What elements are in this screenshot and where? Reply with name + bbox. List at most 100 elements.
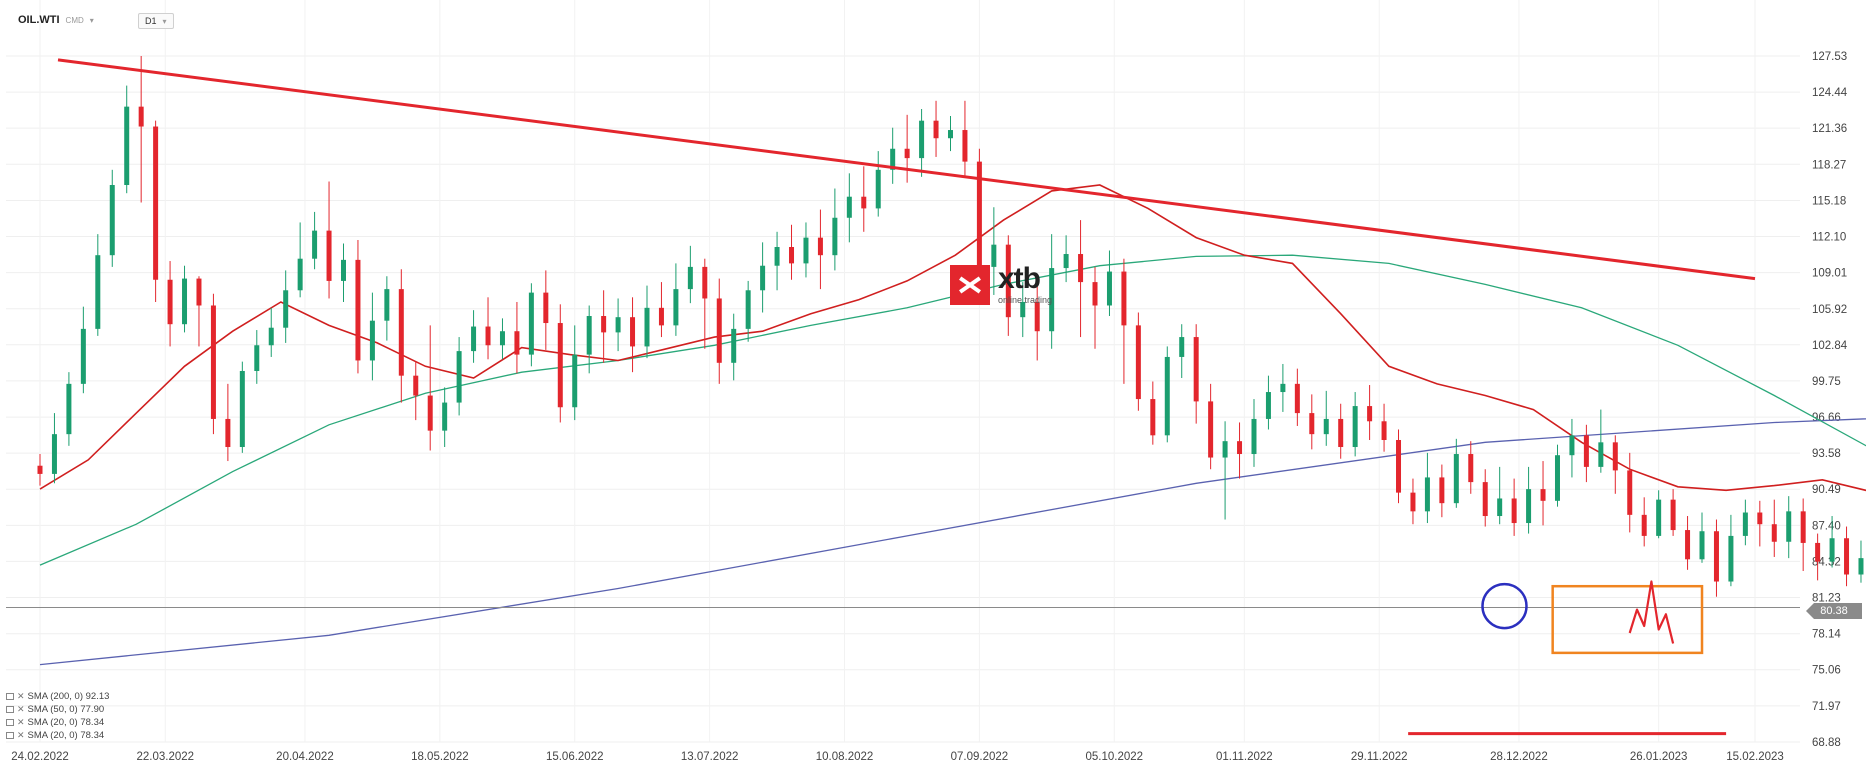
candle-body [529,293,534,355]
candle-body [832,218,837,255]
candle-body [962,130,967,162]
remove-icon[interactable]: ✕ [17,717,25,728]
symbol-label[interactable]: OIL.WTI [18,14,60,26]
legend-item[interactable]: ✕SMA (200, 0) 92.13 [6,690,109,703]
y-axis: 127.53124.44121.36118.27115.18112.10109.… [1812,51,1848,749]
legend-item[interactable]: ✕SMA (20, 0) 78.34 [6,716,109,729]
candle-body [746,290,751,329]
candle-body [688,267,693,289]
legend-item[interactable]: ✕SMA (20, 0) 78.34 [6,729,109,742]
legend-label: SMA (200, 0) [28,691,83,702]
candle-body [1757,513,1762,525]
x-tick-label: 05.10.2022 [1086,751,1144,763]
x-tick-label: 10.08.2022 [816,751,874,763]
highlight-circle [1482,584,1526,628]
candle-body [182,279,187,325]
y-tick-label: 90.49 [1812,484,1841,496]
candle-body [731,329,736,363]
candle-body [1526,489,1531,523]
remove-icon[interactable]: ✕ [17,704,25,715]
candle-body [1136,325,1141,399]
drawings [6,60,1800,734]
legend-value: 92.13 [86,691,110,702]
symbol-dropdown-icon[interactable]: ▾ [90,16,94,25]
current-price-tag: 80.38 [1806,603,1862,619]
candle-body [659,308,664,326]
candle-body [919,121,924,158]
y-tick-label: 75.06 [1812,665,1841,677]
x-tick-label: 28.12.2022 [1490,751,1548,763]
candle-body [601,316,606,332]
x-tick-label: 20.04.2022 [276,751,334,763]
legend-value: 77.90 [80,704,104,715]
y-tick-label: 105.92 [1812,304,1847,316]
visibility-icon[interactable] [6,719,14,726]
x-tick-label: 29.11.2022 [1351,751,1408,763]
candle-body [95,255,100,329]
timeframe-select[interactable]: D1▾ [138,13,174,29]
candle-body [153,127,158,280]
candle-body [572,355,577,408]
y-tick-label: 81.23 [1812,593,1841,605]
legend-item[interactable]: ✕SMA (50, 0) 77.90 [6,703,109,716]
candle-body [66,384,71,434]
candle-body [312,231,317,259]
candle-body [81,329,86,384]
candle-body [789,247,794,263]
candle-body [283,290,288,327]
y-tick-label: 118.27 [1812,159,1846,171]
candle-body [673,289,678,325]
candle-body [514,331,519,354]
candle-body [1772,524,1777,542]
candle-body [1714,531,1719,581]
candle-body [124,107,129,185]
sma-200-line [40,394,1866,664]
chart-grid [6,0,1800,742]
remove-icon[interactable]: ✕ [17,730,25,741]
candle-body [139,107,144,127]
candle-body [211,305,216,418]
candle-body [1454,454,1459,503]
candle-body [1858,558,1863,574]
legend-label: SMA (20, 0) [28,730,78,741]
x-tick-label: 22.03.2022 [136,751,194,763]
candle-body [1627,470,1632,514]
candle-body [1685,530,1690,559]
consolidation-box [1553,586,1702,653]
y-tick-label: 121.36 [1812,123,1847,135]
visibility-icon[interactable] [6,706,14,713]
indicator-legend: ✕SMA (200, 0) 92.13 ✕SMA (50, 0) 77.90 ✕… [6,690,109,742]
candle-body [1338,419,1343,447]
candle-body [486,327,491,346]
candle-body [225,419,230,447]
candle-body [1165,357,1170,435]
y-tick-label: 127.53 [1812,51,1847,63]
candle-body [1844,538,1849,574]
candle-body [1396,440,1401,493]
remove-icon[interactable]: ✕ [17,691,25,702]
candle-body [413,376,418,396]
y-tick-label: 112.10 [1812,231,1846,243]
visibility-icon[interactable] [6,732,14,739]
candle-body [644,308,649,347]
candle-body [1223,441,1228,457]
candle-body [948,130,953,138]
candle-body [818,238,823,256]
candle-body [760,266,765,291]
candle-body [298,259,303,291]
x-tick-label: 01.11.2022 [1216,751,1273,763]
legend-label: SMA (20, 0) [28,717,78,728]
candle-body [1107,272,1112,306]
candle-body [1700,531,1705,559]
candle-body [1483,482,1488,516]
candle-body [1367,406,1372,421]
y-tick-label: 102.84 [1812,340,1848,352]
candle-body [775,247,780,266]
candle-body [1656,500,1661,536]
candle-body [1295,384,1300,413]
logo-name: xtb [998,264,1052,294]
candle-body [370,321,375,361]
visibility-icon[interactable] [6,693,14,700]
y-tick-label: 78.14 [1812,629,1841,641]
